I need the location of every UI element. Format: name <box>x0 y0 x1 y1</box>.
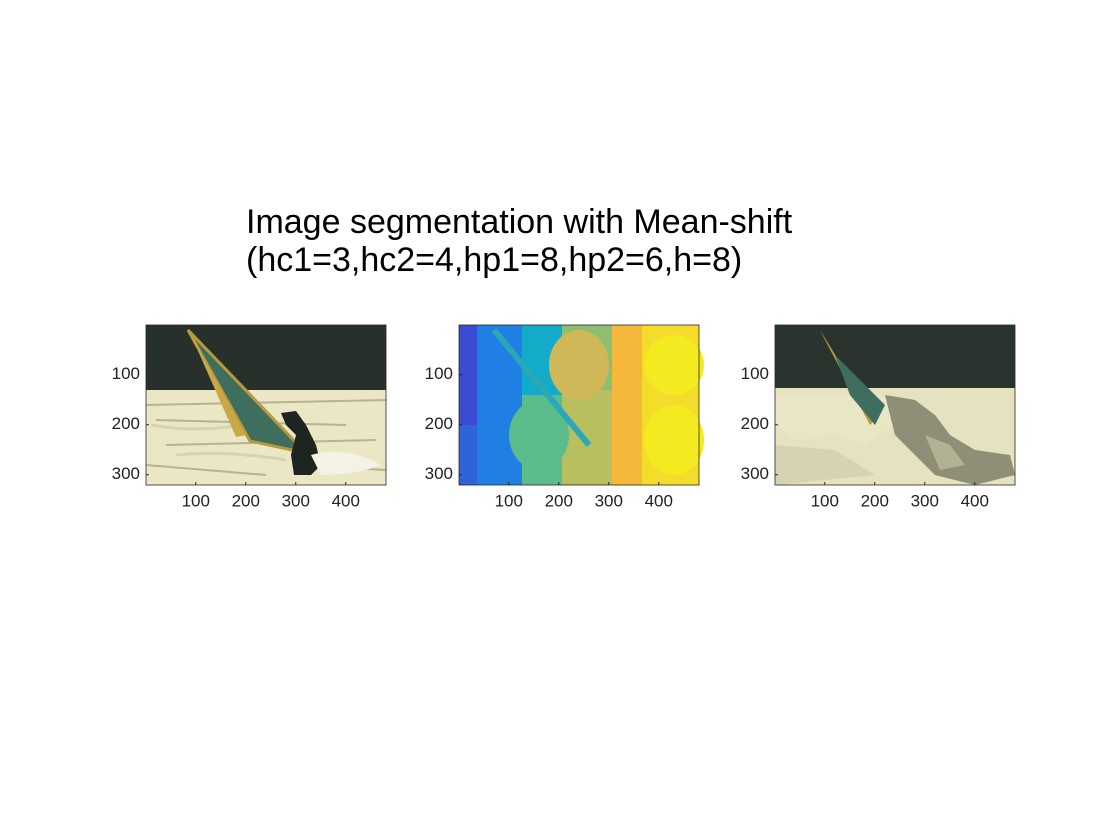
image-original <box>145 325 387 485</box>
x-tick-label: 300 <box>595 491 623 510</box>
y-tick-label: 300 <box>741 464 769 483</box>
x-tick-label: 100 <box>495 491 523 510</box>
axes-box <box>458 324 700 486</box>
image-labels <box>459 325 704 485</box>
y-tick-label: 200 <box>112 414 140 433</box>
x-tick-label: 400 <box>645 491 673 510</box>
x-tick-label: 200 <box>545 491 573 510</box>
y-tick-label: 300 <box>425 464 453 483</box>
axes-box <box>774 324 1016 486</box>
x-tick-label: 400 <box>332 491 360 510</box>
x-tick-label: 200 <box>232 491 260 510</box>
image-segmented <box>775 325 1015 485</box>
axes-box <box>145 324 387 486</box>
x-tick-label: 200 <box>861 491 889 510</box>
y-tick-label: 200 <box>741 414 769 433</box>
x-tick-label: 100 <box>811 491 839 510</box>
y-tick-label: 200 <box>425 414 453 433</box>
y-tick-label: 100 <box>425 364 453 383</box>
x-tick-label: 300 <box>282 491 310 510</box>
y-tick-label: 100 <box>741 364 769 383</box>
x-tick-label: 100 <box>182 491 210 510</box>
x-tick-label: 400 <box>961 491 989 510</box>
figure-title: (hc1=3,hc2=4,hp1=8,hp2=6,h=8) <box>246 241 742 279</box>
figure-title: Image segmentation with Mean-shift <box>246 203 793 241</box>
y-tick-label: 100 <box>112 364 140 383</box>
x-tick-label: 300 <box>911 491 939 510</box>
y-tick-label: 300 <box>112 464 140 483</box>
